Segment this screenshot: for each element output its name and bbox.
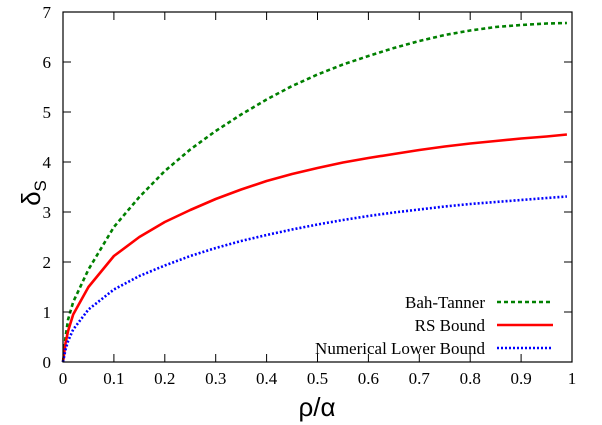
y-tick-label: 6 (43, 53, 52, 72)
legend-label-bah-tanner: Bah-Tanner (405, 293, 485, 312)
series-line-bah-tanner (61, 21, 567, 363)
x-tick-label: 0.9 (510, 369, 531, 388)
y-tick-label: 5 (43, 103, 52, 122)
plot-frame (62, 11, 573, 363)
y-tick-label: 7 (43, 3, 52, 22)
y-tick-label: 1 (43, 303, 52, 322)
x-tick-label: 0.2 (154, 369, 175, 388)
y-tick-label: 4 (43, 153, 52, 172)
x-tick-label: 0.8 (460, 369, 481, 388)
x-tick-label: 0.1 (103, 369, 124, 388)
y-tick-label: 2 (43, 253, 52, 272)
series-line-numerical-lower-bound (61, 195, 568, 363)
y-axis-title: δS (16, 180, 50, 206)
x-tick-label: 0.6 (358, 369, 379, 388)
y-axis-title-subscript: S (31, 180, 50, 191)
y-tick-label: 3 (43, 203, 52, 222)
x-tick-label: 0.7 (409, 369, 431, 388)
tick-layer: 0 0.1 0.2 0.3 0.4 0.5 0.6 0.7 0.8 0.9 1 0 1 2 3 4 5 6 7 (43, 3, 577, 388)
series-layer (61, 21, 568, 363)
legend-label-rs-bound: RS Bound (415, 316, 486, 335)
y-tick-label: 0 (43, 353, 52, 372)
legend-label-numerical-lower-bound: Numerical Lower Bound (315, 339, 485, 358)
x-tick-label: 0.4 (256, 369, 278, 388)
y-axis-title-main: δ (16, 191, 46, 205)
x-tick-label: 1 (568, 369, 577, 388)
x-axis-title: ρ/α (298, 392, 335, 422)
x-tick-label: 0.5 (307, 369, 328, 388)
legend: Bah-Tanner RS Bound Numerical Lower Bound (315, 293, 553, 358)
x-tick-label: 0.3 (205, 369, 226, 388)
series-line-rs-bound (61, 133, 568, 363)
x-tick-label: 0 (59, 369, 68, 388)
